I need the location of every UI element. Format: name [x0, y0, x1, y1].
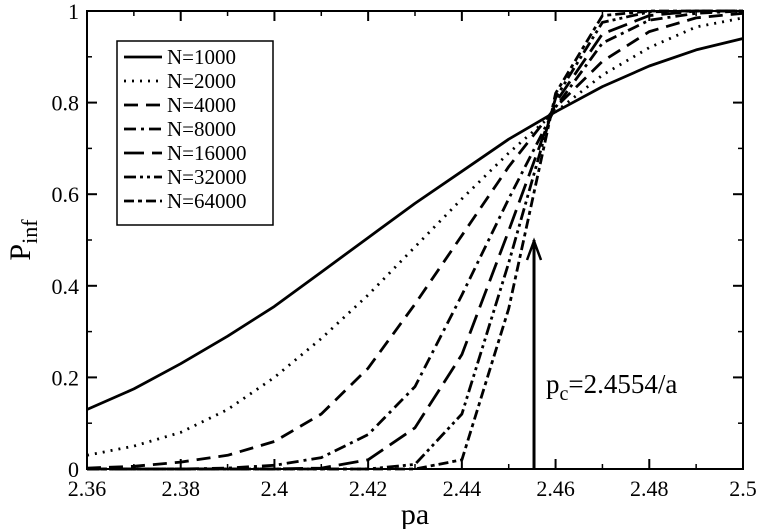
critical-point-label-sub: c — [560, 383, 569, 405]
legend: N=1000N=2000N=4000N=8000N=16000N=32000N=… — [116, 40, 274, 226]
x-tick-label: 2.44 — [443, 476, 482, 501]
legend-box — [116, 40, 274, 226]
x-tick-label: 2.38 — [161, 476, 200, 501]
legend-label: N=1000 — [167, 45, 236, 69]
arrow-head — [525, 237, 543, 261]
series-line-n-1000 — [86, 37, 744, 411]
x-tick-label: 2.5 — [729, 476, 757, 501]
x-tick-label: 2.48 — [630, 476, 669, 501]
x-tick-label: 2.4 — [261, 476, 289, 501]
legend-label: N=64000 — [167, 189, 247, 213]
x-tick-label: 2.36 — [68, 476, 107, 501]
y-tick-label: 0.4 — [52, 274, 80, 299]
critical-point-label-rest: =2.4554/a — [568, 369, 677, 399]
legend-label: N=16000 — [167, 141, 247, 165]
series-line-n-2000 — [86, 16, 744, 457]
y-tick-label: 0.6 — [52, 182, 80, 207]
series-line-n-64000 — [87, 9, 743, 471]
y-axis-title-main: P — [4, 244, 37, 261]
y-axis-title-sub: inf — [17, 219, 42, 244]
critical-point-label: pc=2.4554/a — [546, 369, 677, 405]
critical-point-annotation: pc=2.4554/a — [525, 237, 677, 469]
legend-label: N=4000 — [167, 93, 236, 117]
y-tick-label: 1 — [68, 0, 79, 24]
ticks-layer: 2.36 2.38 2.4 2.42 2.44 2.46 2.48 2.5 0 0.2 0.4 0.6… — [52, 0, 757, 501]
y-tick-label: 0 — [68, 457, 79, 482]
legend-label: N=2000 — [167, 69, 236, 93]
y-tick-label: 0.2 — [52, 365, 80, 390]
x-tick-label: 2.46 — [536, 476, 575, 501]
legend-label: N=32000 — [167, 165, 247, 189]
y-axis-title: Pinf — [4, 219, 42, 261]
legend-label: N=8000 — [167, 117, 236, 141]
x-tick-label: 2.42 — [349, 476, 388, 501]
x-axis-title: pa — [401, 498, 429, 529]
critical-point-label-main: p — [546, 369, 560, 399]
series-line-n-4000 — [86, 11, 744, 470]
y-tick-label: 0.8 — [52, 91, 80, 116]
